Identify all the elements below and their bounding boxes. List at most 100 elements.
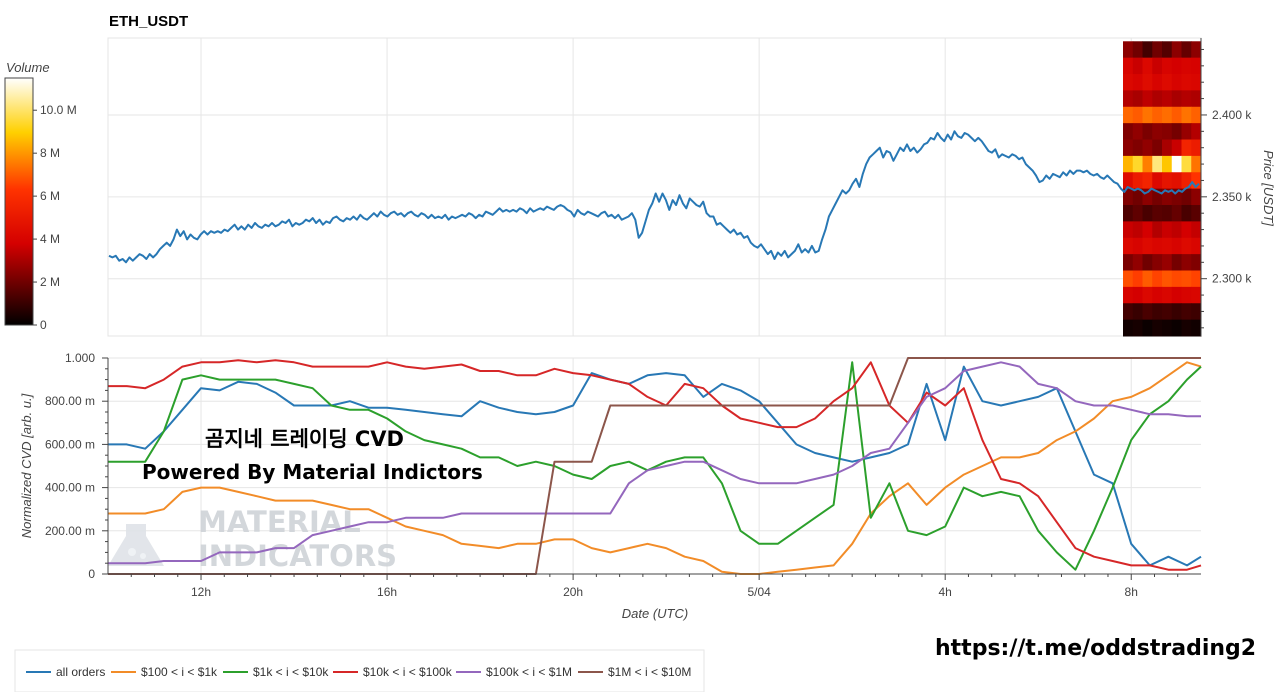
heatmap-cell — [1181, 57, 1192, 75]
heatmap-cell — [1152, 139, 1163, 157]
legend-entry: $100k < i < $1M — [486, 665, 572, 679]
heatmap-cell — [1132, 254, 1143, 272]
legend-entry: $1M < i < $10M — [608, 665, 691, 679]
colorbar — [4, 77, 34, 326]
colorbar-tick-label: 8 M — [40, 146, 60, 160]
cvd-x-tick-label: 8h — [1125, 585, 1138, 599]
heatmap-cell — [1191, 74, 1202, 91]
heatmap-cell — [1162, 221, 1173, 239]
heatmap-cell — [1171, 74, 1182, 91]
heatmap-cell — [1123, 90, 1134, 108]
heatmap-cell — [1123, 205, 1134, 222]
heatmap-cell — [1191, 303, 1202, 321]
heatmap-cell — [1132, 270, 1143, 288]
heatmap-cell — [1162, 74, 1173, 91]
cvd-x-ticks: 12h 16h 20h 5/04 4h 8h — [130, 574, 1179, 599]
overlay-title: 곰지네 트레이딩 CVD — [205, 427, 404, 451]
heatmap-cell — [1132, 57, 1143, 75]
heatmap-cell — [1191, 237, 1202, 255]
heatmap-cell — [1191, 188, 1202, 206]
cvd-y-tick-label: 1.000 — [65, 351, 95, 365]
cvd-series-line — [108, 361, 1201, 565]
heatmap-cell — [1191, 155, 1202, 173]
price-line — [108, 130, 1200, 264]
heatmap-cell — [1142, 319, 1153, 337]
price-panel-frame — [107, 37, 1202, 337]
watermark-text-1: MATERIAL — [198, 505, 361, 539]
heatmap-cell — [1181, 303, 1192, 321]
overlay-subtitle: Powered By Material Indictors — [142, 460, 483, 484]
heatmap-cell — [1123, 221, 1134, 239]
heatmap-cell — [1181, 172, 1192, 190]
legend-entry: $10k < i < $100k — [363, 665, 453, 679]
heatmap-cell — [1171, 155, 1182, 173]
heatmap-cell — [1152, 123, 1163, 141]
heatmap-cell — [1162, 188, 1173, 206]
heatmap-cell — [1181, 90, 1192, 108]
heatmap-cell — [1162, 139, 1173, 157]
heatmap-cell — [1123, 123, 1134, 141]
colorbar-tick-label: 2 M — [40, 275, 60, 289]
heatmap-cell — [1132, 303, 1143, 321]
heatmap-cell — [1191, 41, 1202, 59]
heatmap-cell — [1132, 74, 1143, 91]
cvd-y-tick-label: 400.00 m — [45, 481, 95, 495]
legend-entry: $1k < i < $10k — [253, 665, 329, 679]
cvd-x-tick-label: 16h — [377, 585, 397, 599]
heatmap-cell — [1162, 172, 1173, 190]
cvd-x-tick-label: 4h — [939, 585, 952, 599]
heatmap-cell — [1152, 303, 1163, 321]
cvd-y-axis-label: Normalized CVD [arb. u.] — [19, 393, 34, 538]
heatmap-cell — [1191, 254, 1202, 272]
cvd-series-line — [108, 365, 1202, 567]
heatmap-cell — [1132, 123, 1143, 141]
heatmap-cell — [1191, 286, 1202, 304]
heatmap-cell — [1162, 205, 1173, 222]
heatmap-cell — [1123, 270, 1134, 288]
colorbar-tick-label: 10.0 M — [40, 103, 77, 117]
heatmap-cell — [1181, 139, 1192, 157]
heatmap-cell — [1142, 139, 1153, 157]
heatmap-cell — [1162, 123, 1173, 141]
colorbar-label: Volume — [6, 60, 50, 75]
heatmap-cell — [1132, 172, 1143, 190]
price-axis-label: Price [USDT] — [1261, 150, 1276, 226]
volume-profile-heatmap — [1123, 41, 1202, 337]
heatmap-cell — [1191, 57, 1202, 75]
cvd-x-tick-label: 5/04 — [747, 585, 771, 599]
heatmap-cell — [1123, 139, 1134, 157]
heatmap-cell — [1171, 286, 1182, 304]
heatmap-cell — [1152, 188, 1163, 206]
price-tick-label: 2.400 k — [1212, 108, 1252, 122]
heatmap-cell — [1162, 155, 1173, 173]
heatmap-cell — [1152, 286, 1163, 304]
heatmap-cell — [1123, 319, 1134, 337]
heatmap-cell — [1171, 270, 1182, 288]
heatmap-cell — [1123, 57, 1134, 75]
colorbar-tick-label: 6 M — [40, 189, 60, 203]
heatmap-cell — [1123, 254, 1134, 272]
heatmap-cell — [1152, 172, 1163, 190]
heatmap-cell — [1171, 237, 1182, 255]
heatmap-cell — [1142, 205, 1153, 222]
heatmap-cell — [1152, 106, 1163, 124]
heatmap-cell — [1181, 254, 1192, 272]
heatmap-cell — [1142, 123, 1153, 141]
heatmap-cell — [1123, 41, 1134, 59]
heatmap-cell — [1162, 41, 1173, 59]
heatmap-cell — [1142, 270, 1153, 288]
heatmap-cell — [1181, 41, 1192, 59]
price-tick-label: 2.350 k — [1212, 190, 1252, 204]
heatmap-cell — [1181, 286, 1192, 304]
heatmap-cell — [1191, 106, 1202, 124]
heatmap-cell — [1162, 57, 1173, 75]
heatmap-cell — [1142, 74, 1153, 91]
legend: all orders $100 < i < $1k $1k < i < $10k $1… — [26, 665, 691, 679]
flask-icon — [108, 524, 164, 566]
heatmap-cell — [1142, 90, 1153, 108]
heatmap-cell — [1162, 270, 1173, 288]
heatmap-cell — [1152, 205, 1163, 222]
cvd-x-axis-label: Date (UTC) — [622, 606, 688, 621]
heatmap-cell — [1171, 205, 1182, 222]
